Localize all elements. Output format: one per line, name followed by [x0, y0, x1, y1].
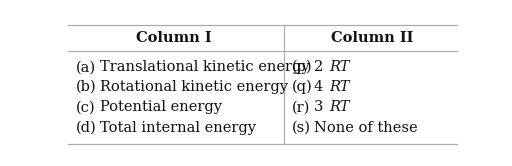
Text: (b): (b) [76, 80, 97, 94]
Text: (q): (q) [292, 80, 313, 94]
Text: 3: 3 [314, 100, 328, 115]
Text: Column II: Column II [331, 31, 414, 45]
Text: Rotational kinetic energy: Rotational kinetic energy [100, 80, 288, 94]
Text: (p): (p) [292, 60, 313, 74]
Text: (s): (s) [292, 121, 311, 135]
Text: (c): (c) [76, 100, 96, 115]
Text: None of these: None of these [314, 121, 418, 135]
Text: RT: RT [329, 100, 350, 115]
Text: (r): (r) [292, 100, 311, 115]
Text: 2: 2 [314, 60, 328, 74]
Text: Column I: Column I [136, 31, 212, 45]
Text: Potential energy: Potential energy [100, 100, 222, 115]
Text: Total internal energy: Total internal energy [100, 121, 255, 135]
Text: RT: RT [329, 80, 350, 94]
Text: (d): (d) [76, 121, 97, 135]
Text: (a): (a) [76, 60, 96, 74]
Text: RT: RT [329, 60, 350, 74]
Text: 4: 4 [314, 80, 328, 94]
Text: Translational kinetic energy: Translational kinetic energy [100, 60, 309, 74]
